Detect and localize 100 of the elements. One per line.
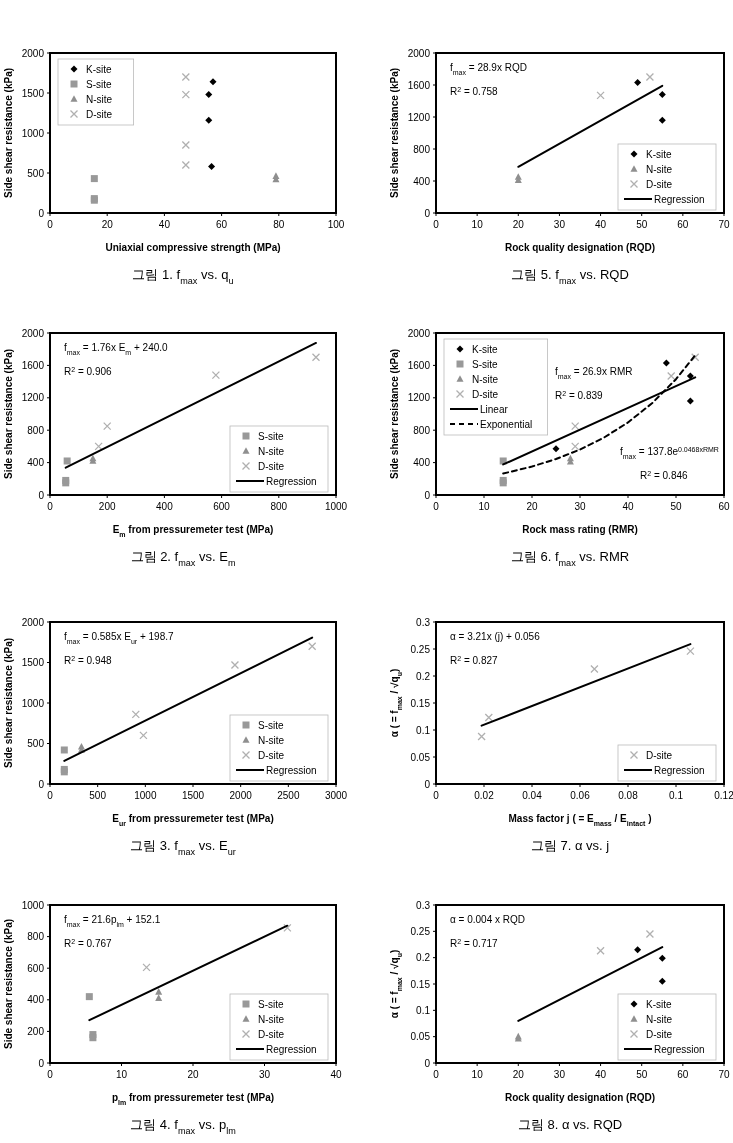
x-tick-label: 0.1 — [669, 790, 684, 801]
text: 그림 7. α vs. j — [530, 838, 610, 853]
y-tick-label: 0.3 — [416, 616, 431, 628]
y-tick-label: 0 — [38, 778, 45, 790]
legend-label: N-site — [472, 373, 499, 385]
x-tick-label: 40 — [158, 219, 171, 230]
x-tick-label: 0.02 — [474, 790, 495, 801]
y-tick-label: 0 — [424, 1057, 431, 1069]
y-tick-label: 2000 — [407, 47, 431, 59]
y-tick-label: 1600 — [21, 359, 45, 371]
legend-label: Regression — [654, 764, 705, 776]
legend-label: K-site — [472, 343, 498, 355]
y-tick-label: 0 — [424, 207, 431, 219]
legend-label: D-site — [472, 388, 499, 400]
text: 그림 4. f$_{max}$ vs. p$_{lm}$ — [130, 1117, 236, 1136]
x-tick-label: 500 — [89, 790, 107, 801]
y-tick-label: 2000 — [21, 327, 45, 339]
x-tick-label: 0 — [433, 219, 440, 230]
y-axis-title: Side shear resistance (kPa) — [3, 67, 14, 199]
x-tick-label: 2000 — [229, 790, 253, 801]
annotation: f$_{max}$ = 1.76x E$_{m}$ + 240.0 — [64, 342, 169, 356]
x-tick-label: 2500 — [277, 790, 300, 801]
x-tick-label: 60 — [718, 501, 730, 512]
x-axis-title: Rock quality designation (RQD) — [504, 242, 656, 253]
y-tick-label: 0.3 — [416, 899, 431, 911]
text: 그림 5. f$_{max}$ vs. RQD — [511, 267, 629, 286]
legend-label: D-site — [258, 749, 285, 761]
x-tick-label: 800 — [270, 501, 288, 512]
annotation: R$^{2}$ = 0.767 — [64, 937, 112, 949]
x-tick-label: 20 — [101, 219, 114, 230]
y-axis-title: Side shear resistance (kPa) — [3, 348, 14, 480]
y-tick-label: 0.2 — [416, 670, 431, 682]
y-tick-label: 400 — [27, 994, 45, 1006]
y-tick-label: 0 — [424, 778, 431, 790]
y-tick-label: 400 — [413, 457, 431, 469]
annotation: R$^{2}$ = 0.827 — [450, 654, 498, 666]
x-tick-label: 3000 — [324, 790, 348, 801]
annotation: α = 3.21x (j) + 0.056 — [450, 631, 541, 642]
x-tick-label: 50 — [636, 219, 648, 230]
x-tick-label: 70 — [718, 1069, 730, 1080]
x-tick-label: 20 — [526, 501, 538, 512]
x-tick-label: 10 — [115, 1069, 128, 1080]
legend-label: D-site — [646, 749, 673, 761]
x-tick-label: 40 — [330, 1069, 342, 1080]
text: 그림 1. f$_{max}$ vs. q$_{u}$ — [132, 267, 234, 286]
x-tick-label: 20 — [512, 219, 525, 230]
y-tick-label: 0.1 — [416, 724, 431, 736]
x-axis-title: Uniaxial compressive strength (MPa) — [105, 242, 281, 253]
legend-label: N-site — [86, 93, 113, 105]
x-tick-label: 20 — [512, 1069, 525, 1080]
y-tick-label: 600 — [27, 962, 45, 974]
x-tick-label: 70 — [718, 219, 730, 230]
annotation: f$_{max}$ = 137.8e$^{0.0468xRMR}$ — [620, 445, 719, 460]
y-tick-label: 2000 — [21, 47, 45, 59]
legend-label: D-site — [258, 460, 285, 472]
x-tick-label: 1000 — [324, 501, 348, 512]
y-tick-label: 0 — [38, 1057, 45, 1069]
y-tick-label: 0.1 — [416, 1004, 431, 1016]
y-tick-label: 1500 — [21, 657, 45, 668]
legend-label: Regression — [266, 1043, 317, 1055]
x-tick-label: 100 — [327, 219, 345, 230]
x-tick-label: 1000 — [134, 790, 157, 801]
x-tick-label: 40 — [595, 1069, 607, 1080]
annotation: R$^{2}$ = 0.758 — [450, 85, 498, 97]
annotation: f$_{max}$ = 26.9x RMR — [555, 366, 633, 380]
annotation: R$^{2}$ = 0.839 — [555, 389, 603, 401]
y-tick-label: 0 — [38, 207, 45, 219]
x-tick-label: 80 — [273, 219, 285, 230]
y-tick-label: 0.05 — [410, 1031, 431, 1043]
x-tick-label: 40 — [595, 219, 607, 230]
y-tick-label: 400 — [413, 175, 431, 187]
y-tick-label: 1600 — [407, 79, 431, 91]
x-tick-label: 10 — [471, 1069, 484, 1080]
y-tick-label: 0.25 — [410, 925, 431, 937]
legend-label: N-site — [646, 163, 673, 175]
y-tick-label: 0.15 — [410, 697, 431, 709]
legend-label: Regression — [654, 193, 705, 205]
y-tick-label: 0.15 — [410, 978, 431, 990]
x-tick-label: 50 — [670, 501, 682, 512]
x-tick-label: 0.06 — [570, 790, 591, 801]
y-tick-label: 1200 — [21, 392, 45, 404]
x-tick-label: 0 — [433, 1069, 440, 1080]
annotation: f$_{max}$ = 28.9x RQD — [450, 62, 527, 76]
y-tick-label: 2000 — [407, 327, 431, 339]
legend-label: D-site — [646, 178, 673, 190]
legend-label: S-site — [86, 78, 112, 90]
legend-label: S-site — [258, 719, 284, 731]
y-tick-label: 500 — [27, 167, 45, 179]
text: 그림 2. f$_{max}$ vs. E$_{m}$ — [130, 549, 236, 568]
legend-label: N-site — [646, 1013, 673, 1025]
x-axis-title: Mass factor j ( = E$_{mass}$ / E$_{intact}$ ) — [508, 813, 652, 827]
y-tick-label: 400 — [27, 457, 45, 469]
y-axis-title: Side shear resistance (kPa) — [389, 348, 400, 480]
y-tick-label: 0.05 — [410, 751, 431, 763]
x-tick-label: 0 — [433, 790, 440, 801]
legend-label: Regression — [266, 475, 317, 487]
legend-label: D-site — [86, 108, 113, 120]
annotation: R$^{2}$ = 0.906 — [64, 365, 112, 377]
y-axis-title: Side shear resistance (kPa) — [3, 637, 14, 769]
legend-label: S-site — [258, 998, 284, 1010]
